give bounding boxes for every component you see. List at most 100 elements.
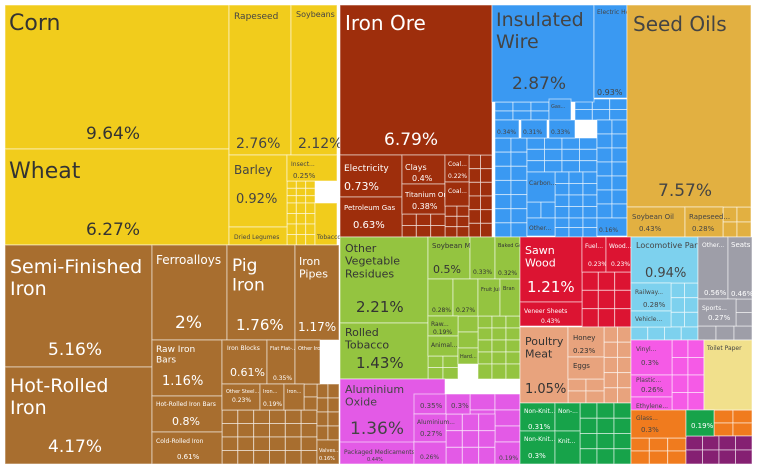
machines-block-tile: [596, 189, 613, 205]
cell-poultry-meat-58-label-line: Meat: [525, 348, 553, 361]
machines-block-tile: [540, 201, 556, 219]
cell-value-0-26-66-value: 0.26%: [420, 454, 439, 461]
mineral-block-tile: [430, 213, 446, 226]
cell-soybean-oil-25-label: Soybean Oil: [632, 213, 674, 221]
machines-block-tile: [561, 148, 580, 162]
vegetable-block-tile: [286, 195, 297, 204]
machines-block-tile: [609, 98, 628, 110]
cell-sports-77-label: Sports...: [702, 305, 727, 312]
textiles-block-tile: [613, 417, 632, 434]
cell-vehicle-74-label: Vehicle...: [635, 316, 662, 323]
cell-fuel-55-value: 0.23%: [588, 261, 607, 268]
cell-valves-41-label: Valves...: [319, 448, 340, 454]
machines-block-tile: [596, 203, 613, 219]
cell-pig-iron-30-label-line: Iron: [232, 276, 265, 296]
machines-block-tile: [512, 101, 532, 112]
textiles-block-tile: [596, 433, 615, 450]
cell-value-0-19-67-value: 0.19%: [499, 455, 518, 462]
foodstuffs-block-tile: [477, 363, 493, 380]
metals-block-tile: [303, 383, 318, 398]
plastics-block-tile: [687, 339, 705, 358]
metals-block-tile: [221, 409, 239, 424]
instruments-block-tile: [735, 449, 753, 465]
cell-value-0-35-62-value: 0.35%: [420, 402, 443, 410]
cell-plastic-79-value: 0.26%: [641, 386, 664, 394]
cell-insect-5-value: 0.25%: [293, 172, 316, 180]
plastics-block-tile: [687, 374, 705, 393]
cell-raw-iron-bars-32-value: 1.16%: [162, 374, 203, 389]
machines-block-tile: [596, 133, 613, 149]
foodstuffs-block-tile: [442, 355, 459, 368]
transport-block-tile: [680, 326, 699, 341]
cell-gas-17: [548, 98, 572, 124]
cell-iron-39-label: Iron...: [287, 389, 302, 395]
plastics-block-tile: [671, 339, 689, 358]
cell-value-0-26-66: [413, 441, 447, 465]
foodstuffs-block-tile: [457, 331, 479, 349]
cell-coal-11: [444, 154, 470, 183]
machines-block-tile: [530, 110, 550, 121]
machines-block-tile: [526, 160, 545, 173]
cell-rapeseed-2-value: 2.76%: [236, 136, 280, 152]
foodstuffs-block-tile: [477, 339, 493, 353]
machines-block-tile: [554, 217, 570, 228]
cell-knit-71-label: Knit...: [558, 438, 576, 445]
vegetable-block-tile: [305, 195, 316, 204]
cell-iron-pipes-31-label-line: Pipes: [299, 268, 328, 281]
cell-pig-iron-30-label: Pig Iron: [232, 256, 265, 296]
foodstuffs-block-tile: [457, 315, 479, 333]
cell-electric-heaters-16: [593, 4, 628, 99]
misc-block-tile: [715, 325, 735, 341]
metals-block-tile: [327, 397, 340, 413]
vegetable-block-tile: [286, 213, 297, 225]
machines-block-tile: [591, 109, 611, 121]
textiles-block-tile: [579, 417, 598, 434]
machines-block-tile: [611, 203, 628, 219]
cell-poultry-meat-58-label-line: Poultry: [525, 335, 564, 348]
machines-block-tile: [596, 175, 613, 191]
cell-rolled-tobacco-43-label: Rolled Tobacco: [344, 326, 389, 352]
precious-block-tile: [597, 308, 616, 328]
cell-iron-ore-8-value: 6.79%: [384, 130, 438, 150]
cell-value-0-19-83: [685, 409, 715, 437]
machines-block-tile: [568, 206, 584, 219]
foodstuffs-block-tile: [491, 339, 507, 353]
cell-non-knit-70: [519, 430, 556, 465]
foodstuffs-block-tile: [505, 363, 521, 380]
metals-block-tile: [269, 436, 286, 451]
cell-valves-41: [316, 439, 340, 465]
machines-block-tile: [510, 137, 528, 153]
mineral-block-tile: [444, 215, 458, 228]
machines-block-tile: [591, 98, 611, 110]
metals-block-tile: [253, 436, 271, 451]
cell-coal-14-label: Coal...: [448, 188, 467, 195]
cell-insulated-wire-15-label-line: Wire: [496, 31, 539, 53]
cell-insulated-wire-15: [491, 4, 595, 103]
animal-block-tile: [617, 326, 632, 343]
mineral-block-tile: [456, 226, 470, 238]
cell-vinyl-78-label: Vinyl...: [636, 346, 656, 353]
cell-soybean-oil-25: [626, 206, 686, 238]
machines-block-tile: [568, 227, 584, 238]
cell-cold-rolled-iron-40-label: Cold-Rolled Iron: [156, 438, 204, 445]
chemicals-block-tile: [445, 430, 463, 448]
cell-value-0-28-47: [427, 278, 454, 317]
cell-cold-rolled-iron-40: [151, 431, 223, 465]
cell-aluminium-oxide-61-label-line: Oxide: [345, 396, 377, 409]
cell-baked-goods-46-value: 0.32%: [498, 270, 517, 277]
cell-other-75-label: Other...: [702, 242, 724, 249]
transport-block-tile: [670, 297, 685, 313]
cell-value-0-33-20-value: 0.33%: [551, 129, 570, 136]
cell-raw-iron-bars-32-label-line: Raw Iron: [156, 345, 195, 355]
metals-block-tile: [300, 450, 318, 465]
cell-pig-iron-30-label-line: Pig: [232, 256, 257, 276]
metals-block-tile: [316, 397, 329, 413]
foodstuffs-block-tile: [477, 315, 493, 329]
mineral-block-tile: [401, 225, 417, 238]
cell-insect-5-label: Insect...: [291, 161, 315, 168]
cell-iron-blocks-33-value: 0.61%: [230, 366, 265, 379]
mineral-block-tile: [468, 168, 481, 183]
machines-block-tile: [611, 133, 628, 149]
cell-insulated-wire-15-label-line: Insulated: [496, 9, 584, 31]
cell-sawn-wood-54-label: Sawn Wood: [525, 244, 556, 270]
